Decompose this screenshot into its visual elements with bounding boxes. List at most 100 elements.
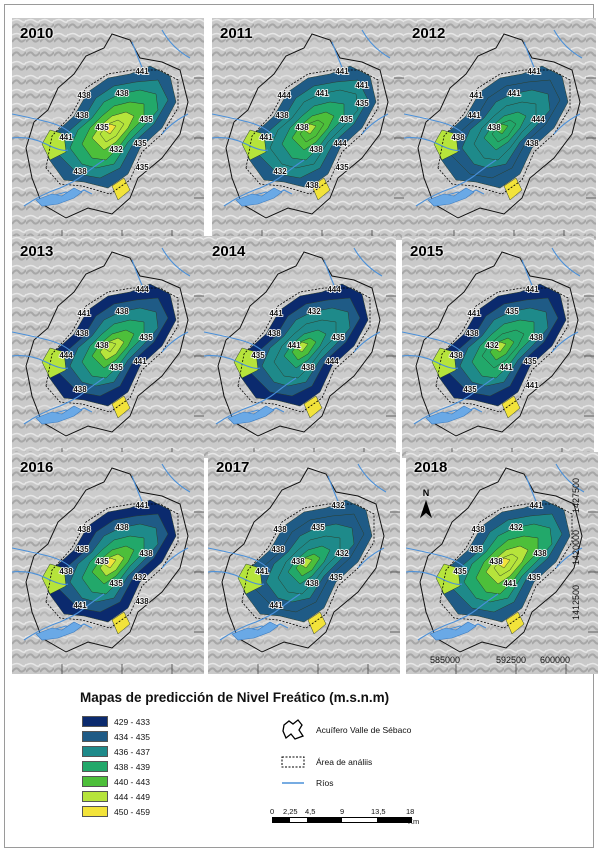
river-line (357, 463, 387, 493)
contour-label: 432 (509, 523, 523, 532)
contour-label: 435 (523, 357, 537, 366)
scale-tick: 18 (406, 807, 415, 816)
contour-label: 444 (277, 91, 291, 100)
contour-label: 435 (109, 363, 123, 372)
contour-label: 438 (533, 549, 547, 558)
contour-label: 435 (453, 567, 467, 576)
river-line (413, 377, 495, 425)
river-line (23, 593, 105, 641)
contour-label: 438 (295, 123, 309, 132)
river-line (404, 137, 461, 151)
contour-label: 441 (467, 309, 481, 318)
prediction-zone (497, 557, 511, 569)
analysis-area-outline (245, 69, 379, 195)
contour-label: 441 (529, 501, 543, 510)
legend-class-row: 436 - 437 (82, 745, 150, 758)
contour-label: 435 (463, 385, 477, 394)
legend-swatch (82, 716, 108, 727)
legend-class-label: 438 - 439 (114, 761, 150, 772)
analysis-area-outline (241, 503, 375, 629)
aquifer-outline-icon (282, 719, 304, 740)
contour-label: 441 (77, 309, 91, 318)
reservoir (35, 405, 83, 425)
scale-tick: 4,5 (305, 807, 316, 816)
river-line (161, 331, 189, 353)
panel-year-label: 2010 (20, 25, 54, 42)
analysis-area-outline (439, 503, 573, 629)
reservoir (235, 187, 283, 207)
river-line (12, 331, 75, 355)
contour-label: 444 (325, 357, 339, 366)
river-line (223, 159, 305, 207)
contour-label: 438 (309, 145, 323, 154)
legend-class-label: 444 - 449 (114, 791, 150, 802)
river-line (331, 41, 345, 73)
contour-label: 438 (471, 525, 485, 534)
contour-label: 438 (115, 523, 129, 532)
prediction-zone (493, 341, 507, 353)
easting-label: 600000 (540, 655, 571, 665)
prediction-zone (495, 123, 509, 135)
contour-label: 435 (109, 579, 123, 588)
map-panel-2013: 444 441 438 438 435 438 441 444 435 438 2013 (12, 236, 204, 458)
contour-label: 441 (133, 357, 147, 366)
panel-year-label: 2016 (20, 459, 54, 476)
reservoir (227, 405, 275, 425)
northing-label: 1412500 (571, 585, 581, 621)
water-table-map: 441 441 438 435 438 432 435 438 441 435 441 (402, 236, 594, 458)
panel-year-label: 2011 (220, 25, 253, 42)
contour-label: 432 (307, 307, 321, 316)
contour-label: 438 (115, 307, 129, 316)
prediction-zone (41, 563, 67, 595)
river-line (12, 571, 69, 585)
contour-label: 438 (77, 91, 91, 100)
reservoir (35, 187, 83, 207)
contour-label: 441 (287, 341, 301, 350)
northing-label: 1420000 (571, 530, 581, 566)
contour-label: 435 (311, 523, 325, 532)
contour-label: 441 (315, 89, 329, 98)
contour-label: 438 (465, 329, 479, 338)
map-panel-2017: 432 438 438 435 432 438 435 441 438 441 2017 (208, 452, 400, 674)
prediction-zone (41, 347, 67, 379)
contour-label: 438 (95, 341, 109, 350)
contour-label: 438 (73, 167, 87, 176)
river-line (353, 331, 381, 353)
legend-class-row: 444 - 449 (82, 790, 150, 803)
analysis-area-outline (437, 69, 571, 195)
contour-label: 435 (139, 333, 153, 342)
prediction-zone (103, 557, 117, 569)
panel-year-label: 2017 (216, 459, 250, 476)
prediction-zone (41, 129, 67, 161)
contour-label: 441 (135, 67, 149, 76)
contour-label: 444 (135, 285, 149, 294)
legend-class-label: 429 - 433 (114, 716, 150, 727)
legend-class-label: 450 - 459 (114, 806, 150, 817)
river-line (415, 159, 497, 207)
river-line (208, 547, 271, 571)
panel-year-label: 2013 (20, 243, 54, 260)
river-line (131, 475, 145, 507)
river-line-icon (282, 782, 304, 784)
river-line (161, 247, 191, 277)
contour-label: 438 (305, 579, 319, 588)
river-line (521, 259, 535, 291)
contour-label: 438 (529, 333, 543, 342)
contour-label: 438 (271, 545, 285, 554)
contour-label: 435 (469, 545, 483, 554)
river-line (323, 259, 337, 291)
north-arrow-label: N (423, 488, 430, 498)
contour-label: 438 (291, 557, 305, 566)
contour-label: 441 (135, 501, 149, 510)
legend-swatch (82, 791, 108, 802)
contour-label: 435 (251, 351, 265, 360)
easting-label: 585000 (430, 655, 461, 665)
contour-label: 435 (329, 573, 343, 582)
map-panel-2016: 441 438 435 438 438 435 432 438 435 441 438 2016 (12, 452, 204, 674)
contour-label: 438 (275, 111, 289, 120)
legend-symbol-rivers: Ríos (280, 778, 333, 788)
contour-label: 441 (507, 89, 521, 98)
panel-year-label: 2018 (414, 459, 448, 476)
reservoir (429, 621, 477, 641)
prediction-zone (233, 347, 259, 379)
